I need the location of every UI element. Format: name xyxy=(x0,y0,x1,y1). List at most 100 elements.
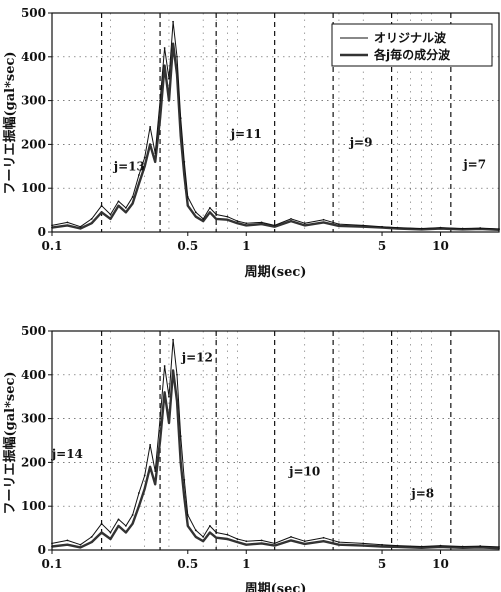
series-1-point xyxy=(461,227,464,230)
series-1-point xyxy=(149,443,152,446)
series-2-point xyxy=(90,222,93,225)
series-2-point xyxy=(163,391,166,394)
chart-2: 0 100 200 300 400 500 0.1 0.5 1 5 10 周期(sec) フーリエ振幅(… xyxy=(2,324,500,592)
series-1-point xyxy=(163,365,166,367)
series-1-point xyxy=(260,539,263,542)
series-2-point xyxy=(183,496,186,499)
series-2-point xyxy=(100,531,103,534)
band-annotation: j=13 xyxy=(113,160,145,174)
series-2-point xyxy=(90,541,93,544)
plot-frame xyxy=(51,330,500,551)
y-tick-label: 500 xyxy=(21,6,46,20)
series-1-point xyxy=(245,540,248,543)
series-1-point xyxy=(154,470,157,473)
series-1-point xyxy=(439,226,442,229)
series-2-point xyxy=(439,546,442,548)
band-annotation: j=7 xyxy=(462,157,486,171)
legend-box xyxy=(331,23,493,67)
y-tick-label: 500 xyxy=(21,324,46,338)
series-2-point xyxy=(226,218,229,221)
series-2-point xyxy=(215,536,218,539)
series-2-point xyxy=(186,204,189,207)
series-1-point xyxy=(439,544,442,547)
series-1-point xyxy=(186,196,189,198)
series-2-point xyxy=(202,540,205,543)
y-tick-label: 0 xyxy=(38,225,46,239)
series-2-point xyxy=(273,225,276,228)
series-1-point xyxy=(176,373,178,376)
series-1-line xyxy=(51,21,500,230)
series-2-point xyxy=(226,538,229,540)
series-2-point xyxy=(176,73,178,76)
series-1-point xyxy=(183,161,186,163)
series-1-point xyxy=(273,542,276,545)
series-2-point xyxy=(209,211,211,214)
series-2-point xyxy=(124,211,127,214)
series-1-point xyxy=(79,543,82,546)
series-1-point xyxy=(79,225,82,228)
series-2-point xyxy=(260,542,263,545)
series-1-point xyxy=(381,225,383,228)
series-2-point xyxy=(183,174,186,176)
series-1-point xyxy=(290,535,292,538)
y-axis-label: フーリエ振幅(gal*sec) xyxy=(2,371,18,514)
series-1-point xyxy=(396,226,399,229)
series-1-point xyxy=(236,220,239,222)
y-tick-label: 400 xyxy=(21,50,46,64)
series-1-point xyxy=(159,99,161,102)
series-1-point xyxy=(338,541,340,544)
y-tick-label: 400 xyxy=(21,368,46,382)
series-2-point xyxy=(143,487,146,490)
series-1-point xyxy=(215,531,218,534)
series-1-point xyxy=(163,47,166,49)
series-1-point xyxy=(109,531,112,534)
series-1-point xyxy=(362,224,365,227)
series-1-line xyxy=(51,339,500,548)
series-1-point xyxy=(90,535,93,538)
series-2-point xyxy=(100,211,103,214)
series-1-point xyxy=(168,395,170,398)
series-1-point xyxy=(117,200,120,203)
series-2-point xyxy=(163,64,166,67)
series-2-point xyxy=(194,215,197,218)
series-2-point xyxy=(245,224,248,227)
series-1-point xyxy=(172,338,174,341)
series-1-point xyxy=(202,217,205,220)
series-1-point xyxy=(186,514,189,516)
band-annotation: j=12 xyxy=(181,351,213,365)
series-2-point xyxy=(186,525,189,527)
y-tick-label: 0 xyxy=(38,543,46,557)
series-1-point xyxy=(303,540,306,543)
series-1-point xyxy=(172,20,174,23)
series-2-point xyxy=(137,182,140,185)
series-2-point xyxy=(66,224,69,227)
band-annotation: j=11 xyxy=(230,127,262,141)
series-2-point xyxy=(338,543,340,546)
series-1-point xyxy=(202,535,205,538)
series-2-point xyxy=(461,546,464,549)
series-2-point xyxy=(131,202,134,205)
series-1-point xyxy=(131,196,134,198)
series-2-point xyxy=(362,225,365,228)
series-2-point xyxy=(260,223,263,226)
series-1-point xyxy=(100,204,103,207)
plot-frame xyxy=(51,12,500,233)
x-tick-label: 1 xyxy=(242,239,250,253)
x-axis-label: 周期(sec) xyxy=(245,265,307,280)
series-2-point xyxy=(117,525,120,527)
series-1-point xyxy=(396,544,399,547)
x-tick-label: 0.1 xyxy=(42,557,63,571)
y-tick-label: 200 xyxy=(21,137,46,151)
x-tick-label: 0.5 xyxy=(177,239,198,253)
series-2-point xyxy=(236,541,239,544)
series-2-point xyxy=(143,165,146,168)
x-tick-label: 5 xyxy=(378,557,386,571)
series-1-point xyxy=(322,218,325,221)
series-2-point xyxy=(176,400,178,402)
series-1-point xyxy=(143,474,146,477)
series-1-point xyxy=(479,227,482,229)
series-1-point xyxy=(66,221,69,224)
series-2-point xyxy=(149,465,152,468)
series-1-point xyxy=(124,525,127,527)
